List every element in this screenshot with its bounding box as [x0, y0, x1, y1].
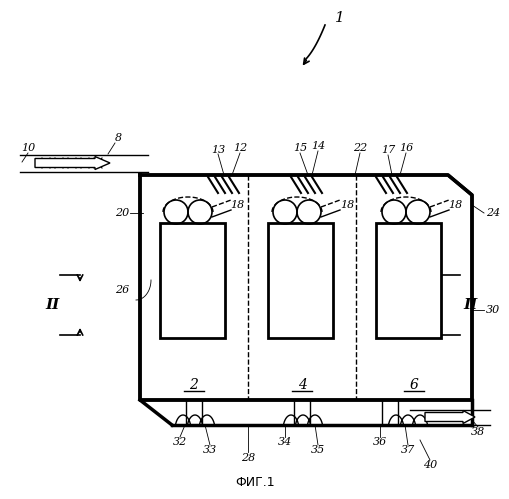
Text: 15: 15: [292, 143, 306, 153]
Text: 37: 37: [400, 445, 414, 455]
Text: 36: 36: [372, 437, 386, 447]
Text: 30: 30: [485, 305, 499, 315]
Text: 17: 17: [380, 145, 394, 155]
Text: 2: 2: [189, 378, 198, 392]
Text: 14: 14: [310, 141, 325, 151]
Bar: [267, 223, 332, 338]
Text: ФИГ.1: ФИГ.1: [235, 477, 274, 490]
Text: 8: 8: [114, 133, 121, 143]
Text: 34: 34: [277, 437, 292, 447]
Text: 1: 1: [334, 11, 344, 25]
Text: 16: 16: [398, 143, 412, 153]
Text: 35: 35: [310, 445, 325, 455]
Text: 12: 12: [233, 143, 247, 153]
Polygon shape: [140, 175, 471, 400]
Text: 18: 18: [447, 200, 461, 210]
Text: II: II: [462, 298, 476, 312]
Text: 22: 22: [352, 143, 366, 153]
Text: 18: 18: [230, 200, 244, 210]
Text: 32: 32: [173, 437, 187, 447]
FancyArrow shape: [35, 157, 110, 170]
Text: 6: 6: [409, 378, 417, 392]
Text: 38: 38: [470, 427, 484, 437]
Text: II: II: [45, 298, 59, 312]
Text: 10: 10: [21, 143, 35, 153]
Text: 28: 28: [240, 453, 254, 463]
Text: 24: 24: [485, 208, 499, 218]
Text: 40: 40: [422, 460, 436, 470]
Text: 33: 33: [203, 445, 217, 455]
FancyArrow shape: [424, 411, 474, 424]
Bar: [160, 223, 224, 338]
Bar: [375, 223, 440, 338]
Text: 18: 18: [340, 200, 354, 210]
Text: 4: 4: [297, 378, 306, 392]
Text: 20: 20: [115, 208, 129, 218]
Text: 13: 13: [210, 145, 224, 155]
Text: 26: 26: [115, 285, 129, 295]
